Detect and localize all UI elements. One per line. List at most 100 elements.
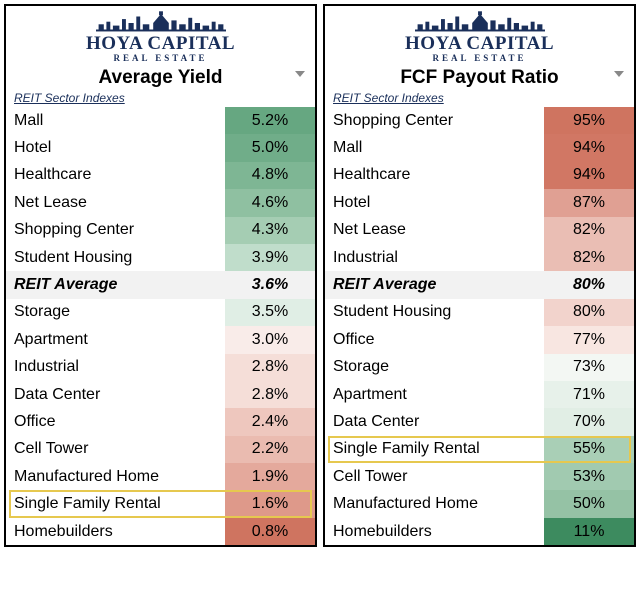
row-value: 55% [544,436,634,463]
row-label: Industrial [6,354,225,381]
table-row: Healthcare 4.8% [6,162,315,189]
table-row: Homebuilders 0.8% [6,518,315,545]
row-label: Storage [325,354,544,381]
table-row: Single Family Rental 1.6% [6,490,315,517]
row-value: 5.2% [225,107,315,134]
row-label: Cell Tower [6,436,225,463]
brand-main: HOYA CAPITAL [405,34,554,53]
row-value: 80% [544,299,634,326]
panel-title-row: Average Yield [6,63,315,91]
row-label: Shopping Center [6,217,225,244]
table-row: Data Center 70% [325,408,634,435]
row-value: 82% [544,244,634,271]
row-value: 77% [544,326,634,353]
table-row: REIT Average 3.6% [6,271,315,298]
row-label: Single Family Rental [6,490,225,517]
row-value: 3.9% [225,244,315,271]
table-row: Data Center 2.8% [6,381,315,408]
index-label: REIT Sector Indexes [6,91,315,107]
row-label: Shopping Center [325,107,544,134]
table-row: Storage 3.5% [6,299,315,326]
skyline-icon [410,10,550,36]
table-row: Cell Tower 2.2% [6,436,315,463]
row-value: 3.5% [225,299,315,326]
row-value: 5.0% [225,134,315,161]
index-label: REIT Sector Indexes [325,91,634,107]
row-value: 50% [544,490,634,517]
row-value: 80% [544,271,634,298]
brand-logo: HOYA CAPITAL REAL ESTATE [6,6,315,63]
row-label: Healthcare [6,162,225,189]
data-panel: HOYA CAPITAL REAL ESTATE FCF Payout Rati… [323,4,636,547]
table-row: Mall 94% [325,134,634,161]
table-row: Net Lease 4.6% [6,189,315,216]
brand-sub: REAL ESTATE [86,53,235,63]
row-value: 94% [544,162,634,189]
data-panel: HOYA CAPITAL REAL ESTATE Average Yield R… [4,4,317,547]
table-row: Cell Tower 53% [325,463,634,490]
table-row: REIT Average 80% [325,271,634,298]
table-row: Net Lease 82% [325,217,634,244]
table-row: Apartment 3.0% [6,326,315,353]
row-value: 3.0% [225,326,315,353]
panel-title: FCF Payout Ratio [400,67,558,89]
brand-sub: REAL ESTATE [405,53,554,63]
row-label: Office [6,408,225,435]
row-value: 4.6% [225,189,315,216]
row-label: Mall [6,107,225,134]
row-value: 71% [544,381,634,408]
table-rows: Shopping Center 95% Mall 94% Healthcare … [325,107,634,545]
row-value: 1.9% [225,463,315,490]
dropdown-icon[interactable] [295,71,305,77]
table-row: Storage 73% [325,354,634,381]
row-label: Data Center [6,381,225,408]
row-label: Manufactured Home [325,490,544,517]
panel-title: Average Yield [99,67,223,89]
row-value: 11% [544,518,634,545]
table-row: Healthcare 94% [325,162,634,189]
dropdown-icon[interactable] [614,71,624,77]
row-value: 2.2% [225,436,315,463]
row-label: Homebuilders [6,518,225,545]
row-value: 53% [544,463,634,490]
row-value: 94% [544,134,634,161]
panel-title-row: FCF Payout Ratio [325,63,634,91]
table-row: Single Family Rental 55% [325,436,634,463]
table-row: Office 2.4% [6,408,315,435]
row-label: Storage [6,299,225,326]
table-row: Shopping Center 4.3% [6,217,315,244]
brand-logo: HOYA CAPITAL REAL ESTATE [325,6,634,63]
table-row: Industrial 2.8% [6,354,315,381]
row-value: 73% [544,354,634,381]
row-label: REIT Average [325,271,544,298]
table-rows: Mall 5.2% Hotel 5.0% Healthcare 4.8% Net… [6,107,315,545]
row-label: Data Center [325,408,544,435]
table-row: Hotel 87% [325,189,634,216]
table-row: Industrial 82% [325,244,634,271]
row-value: 70% [544,408,634,435]
row-label: Hotel [325,189,544,216]
row-value: 82% [544,217,634,244]
row-label: REIT Average [6,271,225,298]
row-label: Single Family Rental [325,436,544,463]
row-label: Student Housing [325,299,544,326]
row-label: Healthcare [325,162,544,189]
row-value: 2.8% [225,381,315,408]
row-value: 0.8% [225,518,315,545]
table-row: Manufactured Home 50% [325,490,634,517]
table-row: Homebuilders 11% [325,518,634,545]
row-value: 1.6% [225,490,315,517]
row-label: Net Lease [325,217,544,244]
row-label: Industrial [325,244,544,271]
row-value: 87% [544,189,634,216]
row-label: Apartment [6,326,225,353]
brand-main: HOYA CAPITAL [86,34,235,53]
skyline-icon [91,10,231,36]
row-label: Manufactured Home [6,463,225,490]
table-row: Office 77% [325,326,634,353]
table-row: Mall 5.2% [6,107,315,134]
row-value: 95% [544,107,634,134]
row-label: Apartment [325,381,544,408]
row-value: 4.8% [225,162,315,189]
row-label: Cell Tower [325,463,544,490]
